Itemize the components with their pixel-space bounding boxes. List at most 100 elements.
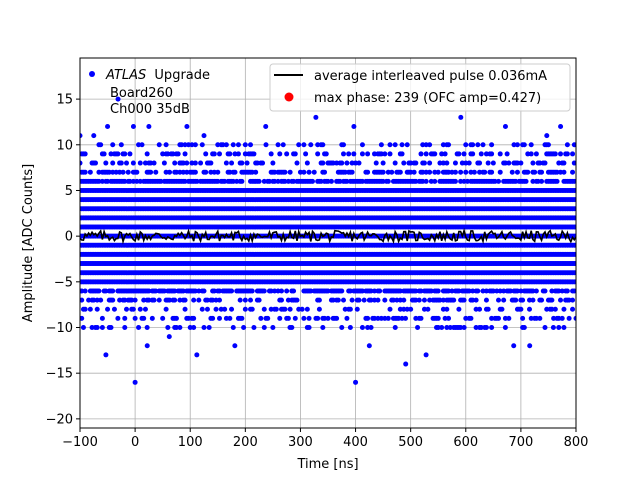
- scatter-point: [496, 315, 501, 321]
- scatter-point: [377, 288, 383, 294]
- scatter-point: [122, 297, 128, 303]
- scatter-point: [249, 288, 255, 294]
- scatter-point: [552, 151, 558, 157]
- scatter-point: [423, 142, 429, 148]
- scatter-point: [485, 160, 491, 166]
- scatter-point: [351, 151, 357, 157]
- scatter-point: [334, 160, 340, 166]
- scatter-point: [342, 169, 348, 175]
- scatter-point: [530, 160, 536, 166]
- scatter-point: [513, 178, 519, 184]
- scatter-point: [373, 160, 379, 166]
- scatter-point: [275, 288, 281, 294]
- scatter-point: [118, 160, 124, 166]
- scatter-point: [489, 325, 495, 331]
- scatter-point: [96, 169, 102, 175]
- scatter-point: [385, 315, 391, 321]
- scatter-point: [248, 297, 253, 303]
- scatter-point: [530, 178, 536, 184]
- x-tick-label: 500: [398, 435, 423, 450]
- scatter-outlier: [201, 325, 207, 331]
- scatter-outlier: [166, 334, 172, 340]
- scatter-point: [277, 315, 283, 321]
- scatter-point: [172, 160, 178, 166]
- scatter-point: [230, 142, 236, 148]
- scatter-point: [325, 288, 331, 294]
- scatter-point: [511, 142, 517, 148]
- scatter-outlier: [511, 343, 517, 349]
- scatter-point: [440, 160, 446, 166]
- scatter-point: [385, 178, 391, 184]
- scatter-point: [144, 151, 150, 157]
- scatter-point: [82, 306, 88, 312]
- scatter-point: [532, 169, 538, 175]
- scatter-point: [463, 169, 469, 175]
- scatter-point: [427, 297, 433, 303]
- scatter-point: [463, 142, 469, 148]
- scatter-point: [182, 142, 188, 148]
- scatter-point: [359, 178, 365, 184]
- scatter-point: [118, 142, 124, 148]
- scatter-point: [242, 306, 248, 312]
- scatter-point: [132, 315, 138, 321]
- scatter-point: [489, 315, 495, 321]
- scatter-outlier: [144, 343, 150, 349]
- scatter-point: [242, 142, 248, 148]
- scatter-point: [499, 306, 505, 312]
- scatter-point: [397, 288, 403, 294]
- scatter-point: [380, 178, 386, 184]
- atlas-italic: ATLAS: [105, 68, 146, 83]
- scatter-point: [573, 224, 576, 230]
- scatter-point: [151, 160, 157, 166]
- scatter-point: [452, 178, 458, 184]
- scatter-point: [261, 288, 267, 294]
- scatter-point: [279, 297, 284, 303]
- scatter-point: [165, 325, 171, 331]
- scatter-point: [365, 325, 371, 331]
- scatter-point: [485, 306, 491, 312]
- scatter-point: [161, 160, 167, 166]
- scatter-point: [573, 315, 576, 321]
- scatter-point: [124, 306, 129, 312]
- scatter-point: [177, 169, 183, 175]
- scatter-point: [249, 169, 255, 175]
- scatter-point: [182, 151, 188, 157]
- scatter-point: [415, 325, 421, 331]
- scatter-point: [94, 297, 100, 303]
- scatter-point: [573, 187, 576, 193]
- scatter-point: [421, 297, 427, 303]
- scatter-point: [344, 178, 350, 184]
- scatter-point: [427, 169, 433, 175]
- scatter-point: [160, 151, 166, 157]
- scatter-point: [372, 297, 377, 303]
- scatter-point: [316, 306, 322, 312]
- scatter-point: [518, 306, 524, 312]
- scatter-point: [439, 325, 445, 331]
- scatter-point: [201, 288, 207, 294]
- scatter-point: [110, 288, 116, 294]
- scatter-point: [361, 297, 367, 303]
- scatter-point: [146, 288, 152, 294]
- scatter-point: [444, 306, 450, 312]
- scatter-point: [456, 288, 462, 294]
- x-tick-label: 700: [508, 435, 533, 450]
- scatter-point: [537, 315, 543, 321]
- x-tick-label: 200: [233, 435, 258, 450]
- scatter-point: [213, 306, 219, 312]
- scatter-point: [234, 178, 240, 184]
- scatter-point: [87, 306, 93, 312]
- scatter-point: [533, 288, 539, 294]
- scatter-point: [139, 142, 145, 148]
- scatter-point: [301, 142, 307, 148]
- scatter-point: [339, 160, 345, 166]
- scatter-point: [153, 169, 159, 175]
- scatter-point: [186, 315, 191, 321]
- scatter-point: [561, 325, 567, 331]
- scatter-outlier: [80, 133, 83, 139]
- scatter-point: [110, 160, 116, 166]
- y-axis-label: Amplitude [ADC Counts]: [21, 164, 36, 322]
- scatter-point: [530, 288, 536, 294]
- plot-area: [80, 96, 576, 385]
- scatter-point: [187, 325, 193, 331]
- scatter-point: [347, 288, 353, 294]
